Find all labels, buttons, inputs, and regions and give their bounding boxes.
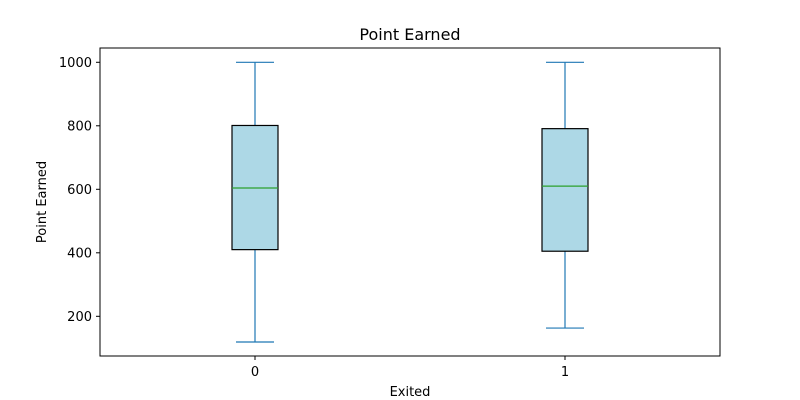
- chart-title: Point Earned: [359, 25, 460, 44]
- y-tick-label: 600: [67, 183, 92, 198]
- y-axis-label: Point Earned: [35, 161, 50, 243]
- y-tick-label: 200: [67, 310, 92, 325]
- x-axis-label: Exited: [390, 385, 431, 400]
- axes-frame: [99, 47, 721, 357]
- box-1: [541, 128, 589, 252]
- x-tick-label: 1: [561, 365, 569, 380]
- y-tick-label: 400: [67, 246, 92, 261]
- y-tick-label: 800: [67, 119, 92, 134]
- x-tick-label: 0: [251, 365, 259, 380]
- y-tick-label: 1000: [59, 56, 92, 71]
- plot-area: 200 400 600 800 1000 0 1: [59, 47, 721, 380]
